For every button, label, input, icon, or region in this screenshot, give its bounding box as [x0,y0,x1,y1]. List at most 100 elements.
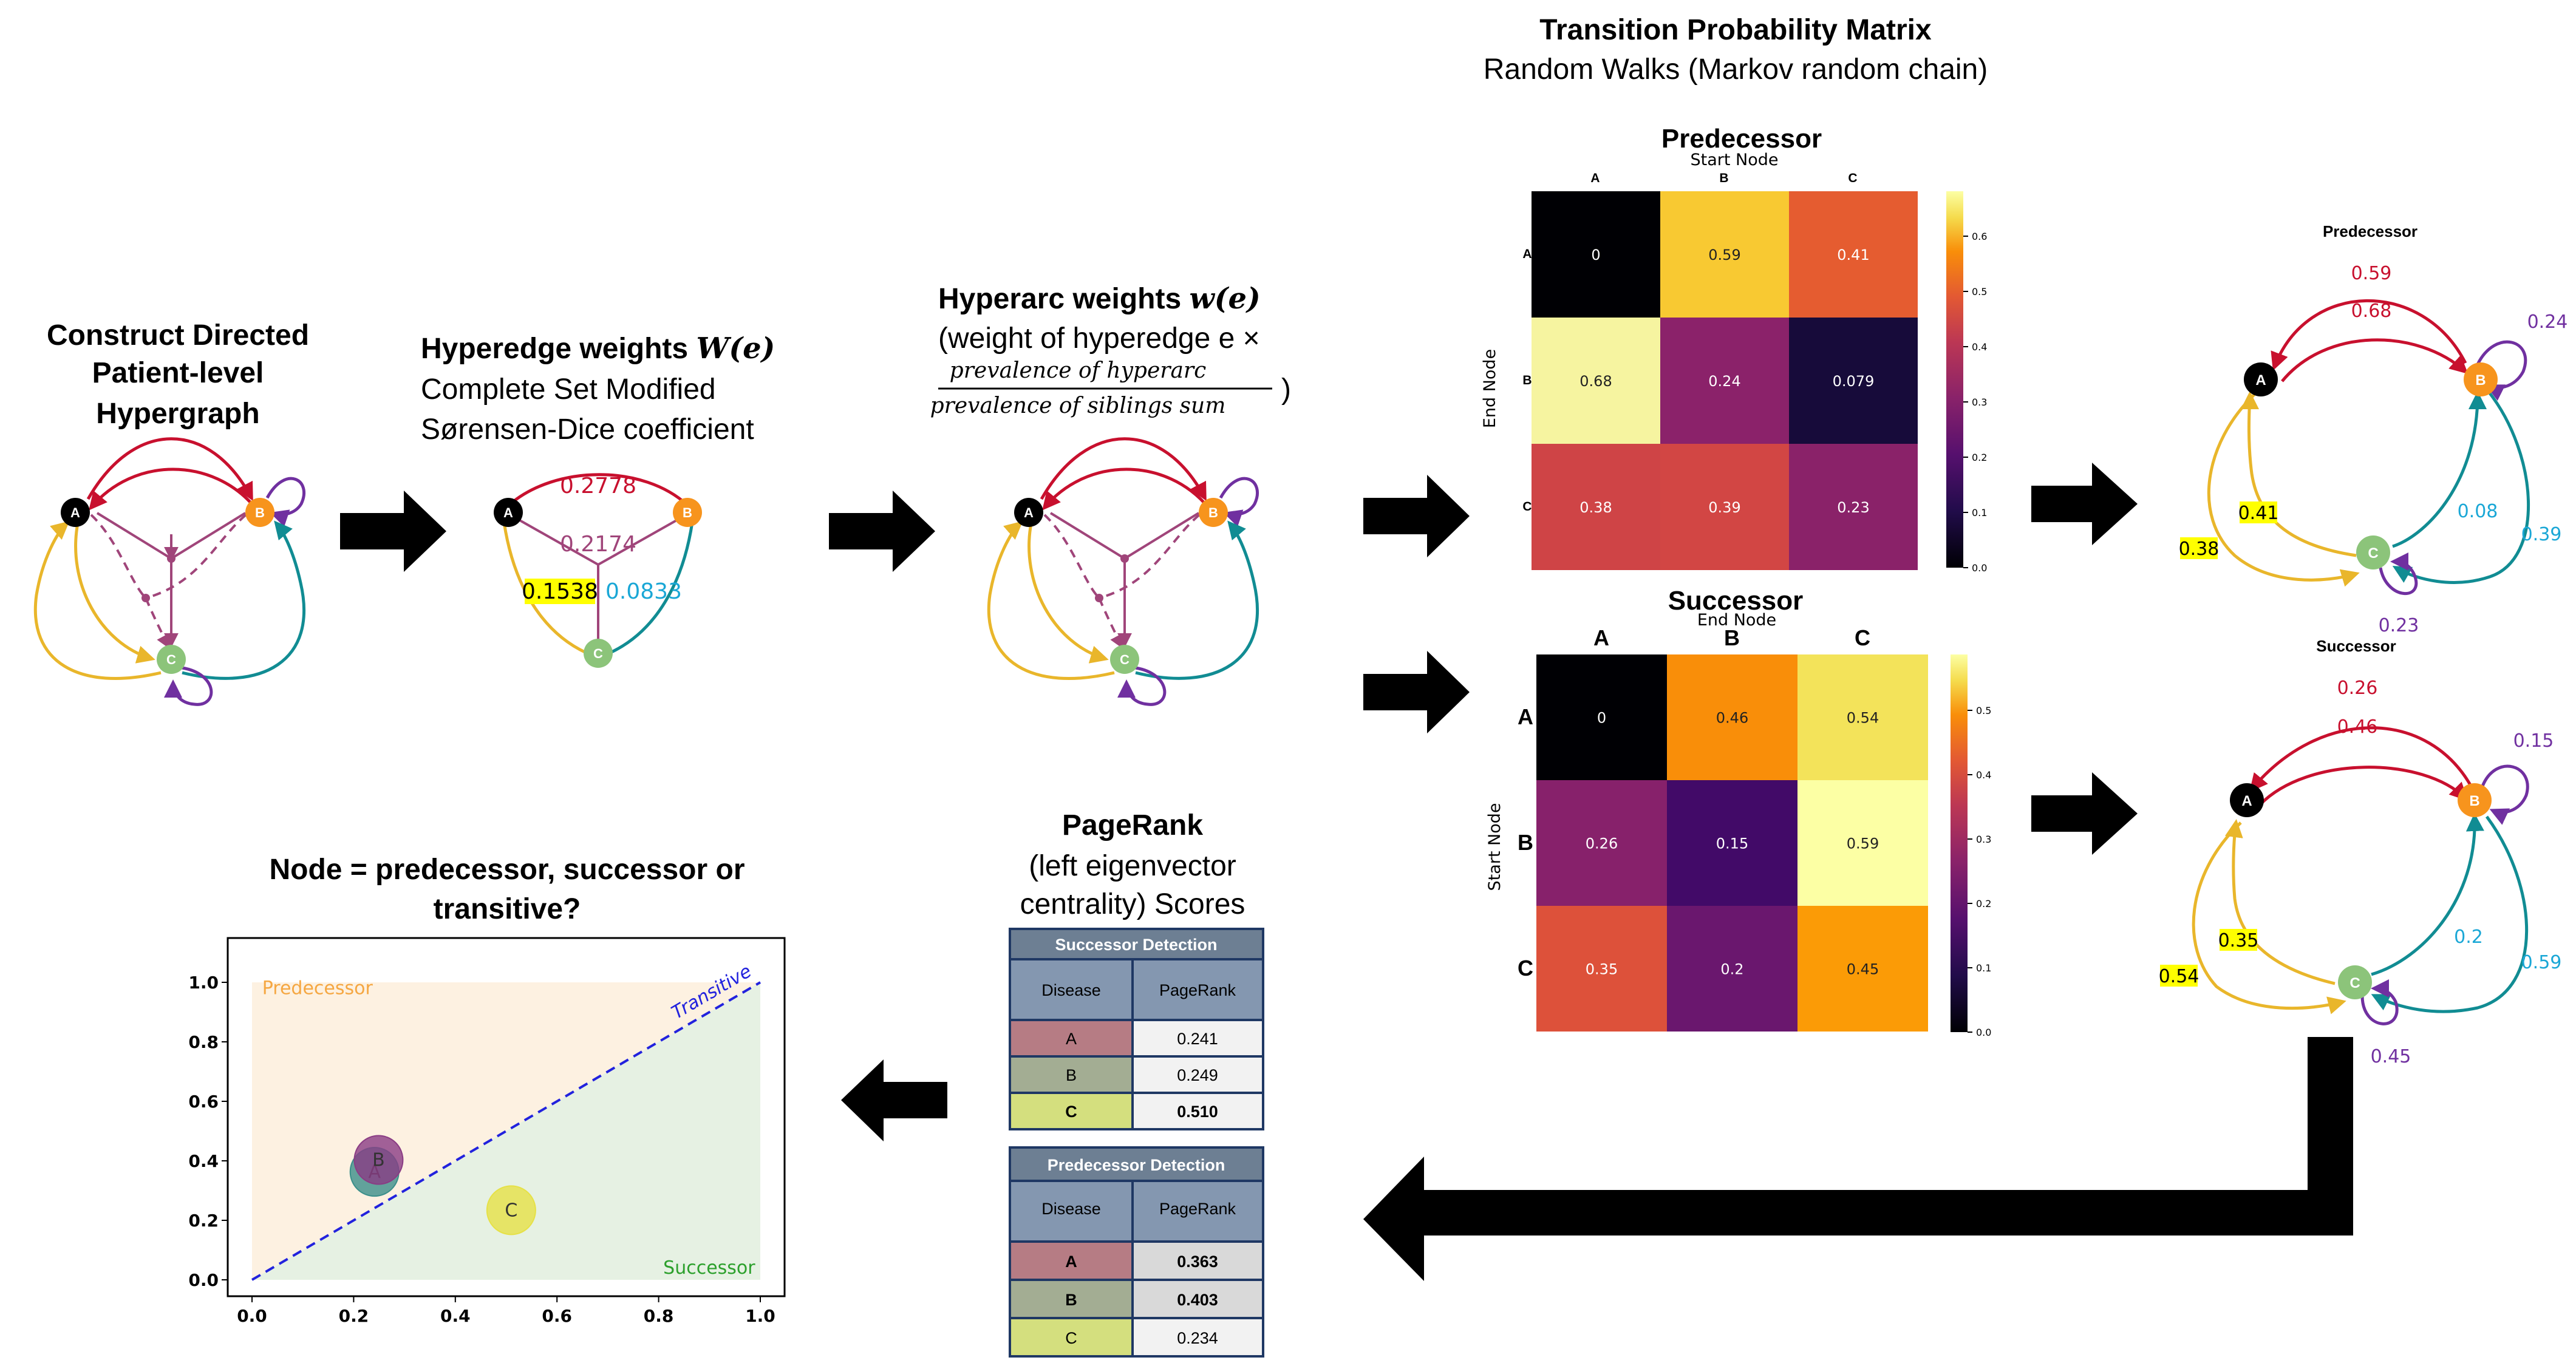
pred_heatmap-value-r1-c0: 0.68 [1579,373,1612,390]
succ-table-header-pagerank: PageRank [1159,981,1236,999]
flow-arrow-2 [829,491,935,572]
transitive-diagonal [251,981,762,1281]
weight-c-to-a-highlight [2220,929,2257,951]
edge-c-to-a-inner [2240,391,2357,557]
svg-text:A: A [503,505,513,520]
undirected-edge-bc [609,522,694,654]
tpm-title: Transition Probability Matrix [1539,14,1932,46]
succ-table-title: Successor Detection [1055,936,1217,954]
weight-bc: 0.0833 [605,579,682,604]
pred_heatmap-cbar-tick-label: 0.2 [1972,452,1987,463]
pred_heatmap-cbar-tick-label: 0.5 [1972,286,1987,297]
scatter-section: Node = predecessor, successor or transit… [188,854,786,1326]
hyperedge-dashed-a [1043,514,1100,599]
predecessor-detection-table: Predecessor Detection Disease PageRank A… [1009,1146,1264,1358]
succ_heatmap-cell-r2-c0 [1536,906,1667,1032]
node-a: A [2230,783,2264,817]
svg-text:B: B [2469,793,2479,809]
succ_heatmap-value-r2-c0: 0.35 [1586,961,1618,978]
weight-a-to-b: 0.68 [2351,301,2392,322]
pred_heatmap-cell-r0-c2 [1789,191,1918,318]
hyperedge-graph: A B C 0.2778 0.2174 0.1538 0.0833 [494,473,702,668]
scatter-plot: PredecessorSuccessorTransitive0.00.00.20… [188,937,786,1326]
weight-a-to-b: 0.46 [2337,716,2378,738]
svg-text:B: B [255,505,265,520]
node-a: A [61,498,90,527]
y-tick-label: 0.6 [188,1092,219,1112]
flow-arrow-7 [841,1059,947,1141]
edge-c-loop [164,666,213,706]
hyperarc-fraction-numerator: prevalence of hyperarc [950,358,1207,383]
hyperarc-paren-line: (weight of hyperedge e × [938,322,1260,355]
pred-graph-title: Predecessor [2323,222,2418,240]
pred_heatmap-cbar-tick-label: 0.0 [1972,562,1987,574]
succ_heatmap-cbar-tick-label: 0.0 [1976,1027,1991,1038]
pred_heatmap-value-r0-c1: 0.59 [1708,246,1740,263]
flow-arrow-5 [2031,463,2138,545]
edge-a-to-b-inner [2281,338,2469,382]
pred-row-label-b: B [1522,373,1532,387]
weight-b-to-a: 0.26 [2337,678,2378,699]
node-c: C [2338,965,2372,999]
hyperedge-line-2: Sørensen-Dice coefficient [421,413,754,446]
pred_heatmap-cell-r2-c2 [1789,444,1918,570]
succ-col-label-a: A [1593,625,1609,650]
weight-b-to-c: 0.59 [2521,952,2562,973]
weight-c-to-a: 0.41 [2238,503,2279,524]
svg-text:C: C [2368,545,2378,562]
pred_heatmap-value-r0-c2: 0.41 [1837,246,1869,263]
pred_heatmap-cbar-tick-label: 0.6 [1972,231,1987,242]
edge-b-to-a-inner [1042,467,1210,511]
node-a: A [1014,498,1043,527]
hyperedge-dashed-b [1099,514,1201,599]
pred_heatmap-cell-r1-c2 [1789,318,1918,444]
hyperarc-close-paren: ) [1281,373,1291,406]
flow-arrow-1 [340,491,446,572]
flow-arrow-6 [2031,772,2138,855]
svg-text:A: A [70,505,80,520]
pred_heatmap-cbar-tick-label: 0.1 [1972,507,1987,518]
edge-c-loop [2360,979,2399,1025]
pred-colorbar [1946,191,1963,568]
pred_heatmap-value-r0-c0: 0 [1591,246,1600,263]
pred-table-title: Predecessor Detection [1048,1156,1225,1174]
pred_heatmap-cell-r1-c1 [1660,318,1789,444]
weight-a-to-c-highlight [2180,537,2218,559]
succ-table-header-disease: Disease [1041,981,1101,999]
succ-row-a-disease: A [1066,1030,1077,1048]
pred_heatmap-cell-r2-c1 [1660,444,1789,570]
succ-col-label-c: C [1855,625,1870,650]
successor-region-label: Successor [663,1257,755,1279]
edge-b-to-c-outer [2392,390,2530,584]
pagerank-title-line-2: (left eigenvector [1029,850,1236,882]
hyperedge-section: Hyperedge weights W(e) Complete Set Modi… [421,331,775,668]
edge-a-to-c-inner [1027,523,1109,664]
succ_heatmap-cell-r1-c0 [1536,780,1667,906]
pred_heatmap-value-r2-c1: 0.39 [1708,499,1740,516]
pred-row-b-score: 0.403 [1177,1291,1218,1309]
pred-table-header-disease: Disease [1041,1200,1101,1218]
succ-colorbar-ticks: 0.0 0.1 0.2 0.3 0.4 0.5 [1968,705,1991,1038]
node-c: C [1110,645,1139,674]
succ_heatmap-value-r2-c1: 0.2 [1720,961,1743,978]
succ_heatmap-value-r1-c1: 0.15 [1716,835,1748,852]
predecessor-region-label: Predecessor [262,978,373,999]
weight-a-to-c: 0.38 [2179,539,2220,560]
edge-c-to-a-inner [2224,819,2336,985]
x-tick-label: 0.6 [542,1306,572,1326]
node-a: A [2244,362,2278,396]
hyperedge-dashed-c [1098,597,1124,650]
hyperarc-ab-to-c [96,512,247,645]
succ_heatmap-cbar-tick-label: 0.2 [1976,898,1991,909]
succ_heatmap-cbar-tick-label: 0.4 [1976,769,1991,781]
succ-row-b-disease: B [1066,1066,1077,1084]
succ-row-label-a: A [1518,704,1533,729]
weight-ac-highlight [525,579,595,604]
succ_heatmap-cbar-tick-label: 0.5 [1976,705,1991,716]
node-b: B [2458,783,2492,817]
y-tick-label: 0.8 [188,1032,219,1052]
weight-c-to-a: 0.35 [2218,930,2259,951]
edge-b-to-c-outer [2371,815,2529,1013]
point-label-c: C [505,1200,517,1221]
